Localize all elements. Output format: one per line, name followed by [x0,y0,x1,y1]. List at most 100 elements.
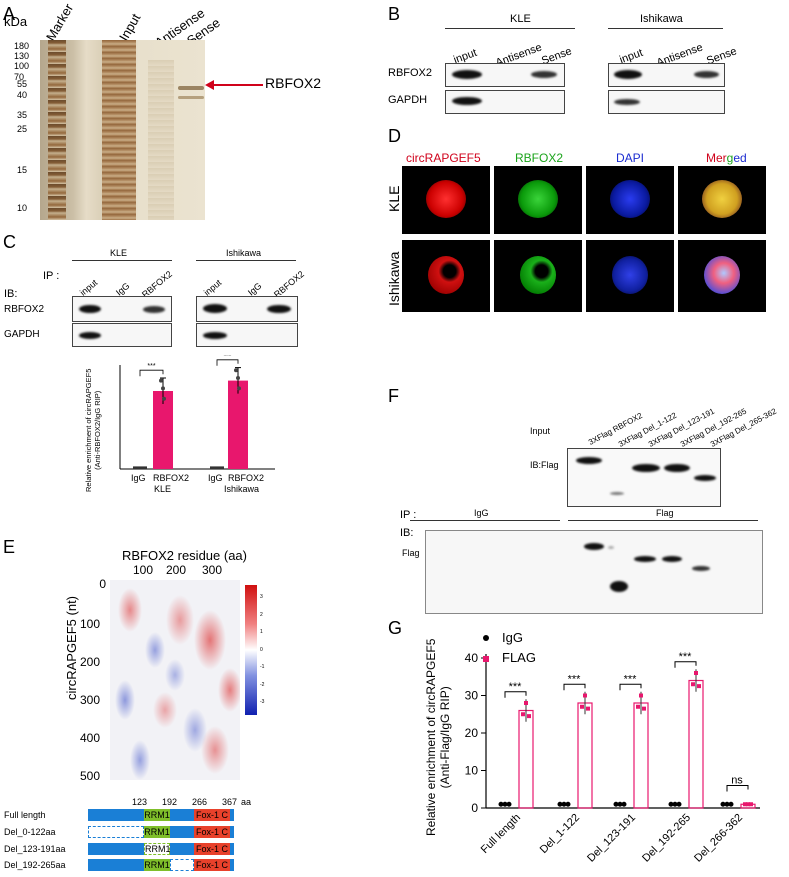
c-ish-input: input [202,277,224,298]
c-ip-label: IP : [43,270,60,282]
marker-100: 100 [14,61,30,72]
g-sig-label: *** [568,673,582,685]
e-bar-full: RRM1 Fox-1 C [88,809,234,821]
g-ylabel: Relative enrichment of circRAPGEF5 (Anti… [424,639,452,836]
c-point [234,368,238,373]
c-x-igg-2: IgG [208,473,223,483]
e-xtick-100: 100 [133,563,154,577]
e-bar-del3: RRM1 Fox-1 C [88,859,234,871]
e-ytick-100: 100 [80,617,101,631]
lane-input: Input [116,10,144,44]
g-flag-point [746,802,750,807]
g-igg-point [720,801,726,807]
e-construct-3: Del_123-191aa [4,844,66,854]
e-fox-4: Fox-1 C [194,859,230,871]
c-group-kle: KLE [110,248,128,258]
d-row-ishikawa: Ishikawa [386,251,402,306]
d-col-rbfox2: RBFOX2 [515,151,564,165]
e-ytick-500: 500 [80,769,101,783]
f-ip-label: IP : [400,509,417,521]
c-x-group-ishikawa: Ishikawa [224,484,260,494]
e-heatmap [110,580,240,780]
d-col-merged: Merged [706,151,747,165]
c-point [237,386,241,391]
g-igg-point [502,801,508,807]
c-sig-bracket [216,359,239,366]
e-colorbar [245,585,257,715]
g-igg-point [617,801,623,807]
g-sig-bracket [563,683,586,691]
g-ylabel-line1: Relative enrichment of circRAPGEF5 [424,638,438,836]
e-rrm1-2: RRM1 [144,826,170,838]
g-flag-point [524,701,528,705]
merged-part-2: g [726,151,734,165]
cb-2: 2 [260,611,263,618]
g-flag-point [697,684,701,689]
g-sig-bracket [504,691,527,698]
g-igg-point [561,801,567,807]
c-point [162,396,166,401]
c-ylabel-line1: Relative enrichment of circRAPGEF5 [84,368,93,492]
arrow-label: RBFOX2 [265,75,322,91]
g-ytick-label: 30 [465,689,479,703]
c-kle-rbfox2-blot [72,296,172,322]
marker-130: 130 [14,51,30,62]
d-col-dapi: DAPI [616,151,645,165]
g-igg-point [728,801,734,807]
g-flag-point [521,712,525,717]
cb-1: 1 [260,629,263,635]
chart-c-svg: *** *** [119,355,275,470]
g-flag-point [743,802,747,807]
d-col-circ: circRAPGEF5 [406,151,481,165]
c-ish-gapdh-blot [196,323,298,347]
cb-0: 0 [260,646,263,653]
b-row-gapdh: GAPDH [388,94,428,106]
e-title: RBFOX2 residue (aa) [122,548,247,563]
panel-b-letter: B [388,4,401,24]
g-legend-igg-marker [483,635,489,641]
e-fox-3: Fox-1 C [194,843,230,855]
e-fox-1: Fox-1 C [194,809,230,821]
e-fox-2: Fox-1 C [194,826,230,838]
g-sig-label: *** [624,673,638,685]
g-ytick-label: 10 [465,764,479,778]
g-igg-point [676,801,682,807]
e-xtick-200: 200 [166,563,187,577]
c-bar [133,466,147,469]
g-x-label: Full length [479,812,523,856]
g-flag-point [586,706,590,711]
g-sig-label: *** [679,651,693,663]
e-pos-123: 123 [132,797,148,807]
g-flag-point [527,714,531,719]
panel-d-letter: D [388,126,401,146]
c-kle-input: input [78,277,100,298]
d-kle-circ-img [402,166,490,234]
g-flag-point [642,706,646,711]
marker-10: 10 [17,203,28,213]
f-ip-blot [425,530,763,614]
d-ish-merged-img [678,240,766,312]
chart-g-svg: 0 10 20 30 40 IgG FLAG *** Full length *** Del_1-1… [465,630,760,865]
c-x-rbfox2-1: RBFOX2 [153,473,190,483]
g-ytick-label: 40 [465,651,479,665]
rbfox2-arrow [205,80,263,90]
g-legend-flag: FLAG [502,650,536,665]
e-bar-del1: RRM1 Fox-1 C [88,826,234,838]
g-ytick-label: 20 [465,726,479,740]
c-bar [228,380,248,469]
c-point [159,378,163,383]
c-row-rbfox2: RBFOX2 [4,304,45,315]
d-ish-circ-img [402,240,490,312]
g-igg-point [724,801,730,807]
f-input-blot [567,448,721,507]
g-igg-point [672,801,678,807]
g-sig-bracket [674,661,697,668]
b-group-kle: KLE [510,13,531,25]
c-group-ishikawa: Ishikawa [226,248,262,258]
e-ytick-300: 300 [80,693,101,707]
c-ib-label: IB: [4,288,18,300]
marker-35: 35 [17,110,28,120]
merged-part-1: Mer [706,151,727,165]
g-flag-point [749,802,753,807]
g-igg-point [506,801,512,807]
